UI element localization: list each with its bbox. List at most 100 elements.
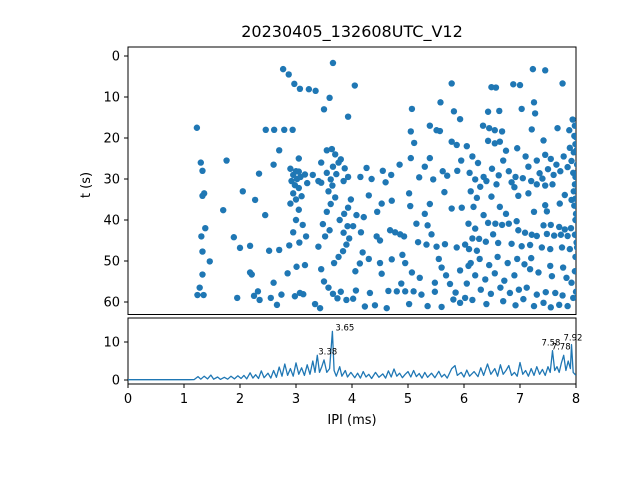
scatter-point [386, 227, 394, 234]
scatter-point [315, 243, 322, 250]
scatter-point [341, 165, 348, 172]
scatter-point [571, 181, 576, 188]
scatter-point [220, 206, 227, 214]
scatter-point [505, 220, 512, 227]
x-tick-label: 7 [516, 392, 524, 407]
scatter-point [319, 220, 327, 228]
chart-title: 20230405_132608UTC_V12 [241, 22, 463, 42]
scatter-point [497, 284, 504, 291]
scatter-point [337, 288, 344, 295]
scatter-point [566, 245, 574, 253]
scatter-point [514, 145, 521, 152]
scatter-point [502, 147, 510, 154]
scatter-point [572, 133, 576, 141]
scatter-point [305, 86, 313, 93]
scatter-point [493, 181, 500, 188]
scatter-point [472, 176, 479, 183]
scatter-point [365, 255, 372, 263]
x-tick-label: 8 [572, 392, 580, 407]
scatter-point [444, 172, 451, 179]
scatter-point [428, 231, 435, 238]
scatter-point [433, 243, 440, 250]
scatter-point [498, 221, 506, 229]
scatter-point [357, 229, 365, 236]
scatter-point [486, 261, 493, 269]
scatter-point [542, 202, 549, 209]
scatter-point [295, 184, 302, 192]
scatter-point [327, 176, 334, 183]
scatter-point [516, 81, 524, 89]
scatter-point [539, 175, 546, 182]
scatter-point [529, 65, 537, 73]
scatter-point [301, 171, 309, 178]
scatter-series [193, 59, 576, 312]
scatter-point [378, 200, 385, 207]
scatter-point [559, 80, 566, 87]
scatter-point [572, 253, 576, 261]
y-tick-label: 10 [103, 336, 120, 351]
scatter-point [572, 140, 576, 148]
scatter-point [553, 161, 560, 168]
scatter-point [456, 115, 464, 123]
scatter-point [533, 291, 540, 298]
scatter-point [295, 206, 302, 213]
scatter-point [329, 59, 337, 67]
scatter-point [496, 107, 503, 115]
scatter-point [477, 183, 484, 190]
scatter-point [194, 291, 201, 299]
scatter-point [295, 168, 302, 175]
scatter-point [571, 122, 576, 129]
scatter-point [458, 157, 465, 164]
scatter-point [477, 286, 484, 293]
scatter-point [564, 163, 571, 171]
scatter-point [251, 196, 259, 204]
scatter-point [289, 126, 296, 133]
scatter-point [556, 301, 563, 309]
scatter-point [437, 99, 444, 106]
scatter-point [559, 292, 566, 299]
scatter-point [448, 205, 455, 212]
scatter-point [505, 168, 512, 175]
x-axis-ticks: 0 1 2 3 4 5 6 7 8 [124, 384, 580, 407]
scatter-point [363, 164, 370, 172]
scatter-point [255, 170, 263, 177]
x-tick-label: 0 [124, 392, 132, 407]
scatter-point [533, 181, 540, 188]
scatter-point [515, 192, 522, 200]
scatter-point [339, 247, 347, 255]
scatter-point [424, 302, 431, 310]
scatter-point [326, 94, 333, 102]
scatter-point [197, 159, 204, 166]
scatter-point [572, 288, 576, 295]
scatter-point [407, 202, 414, 210]
scatter-point [482, 238, 490, 245]
scatter-point [365, 192, 372, 199]
scatter-point [566, 127, 573, 134]
ipi-line [128, 330, 576, 381]
scatter-point [448, 138, 455, 145]
y-tick-label: 50 [103, 255, 120, 270]
scatter-point [549, 181, 556, 188]
scatter-point [343, 241, 350, 248]
scatter-point [320, 106, 328, 113]
scatter-point [349, 295, 357, 302]
scatter-point [281, 126, 288, 133]
scatter-point [336, 216, 343, 224]
scatter-point [473, 194, 481, 202]
scatter-point [323, 147, 330, 154]
scatter-point [431, 288, 439, 295]
scatter-point [489, 231, 497, 238]
scatter-point [332, 194, 339, 201]
scatter-point [547, 155, 554, 163]
scatter-point [475, 235, 483, 243]
scatter-point [491, 270, 498, 277]
scatter-point [383, 304, 390, 312]
scatter-point [484, 108, 492, 115]
scatter-point [491, 127, 498, 134]
scatter-point [508, 179, 515, 186]
y-tick-label: 60 [103, 296, 120, 311]
scatter-point [333, 170, 340, 178]
scatter-point [564, 232, 571, 240]
scatter-point [410, 139, 418, 147]
scatter-point [402, 259, 409, 267]
